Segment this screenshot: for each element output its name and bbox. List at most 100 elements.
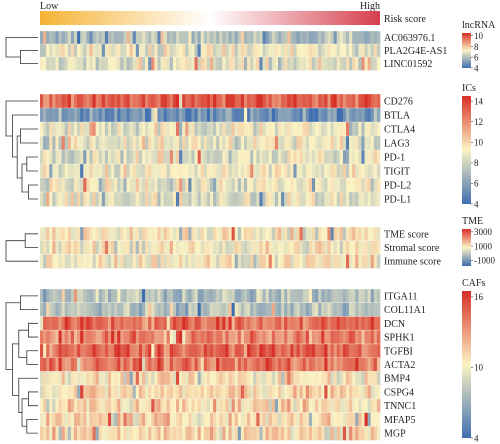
heatmap-cell — [342, 192, 347, 207]
heatmap-cell — [327, 371, 331, 386]
heatmap-cell — [169, 385, 174, 400]
heatmap-cell — [89, 150, 93, 165]
legend-tick-label: 4 — [474, 433, 479, 443]
heatmap-cell — [160, 31, 164, 45]
heatmap-cell — [268, 240, 273, 255]
heatmap-cell — [312, 412, 316, 427]
heatmap-cell — [240, 136, 245, 151]
heatmap-cell — [191, 289, 195, 304]
heatmap-cell — [92, 57, 96, 71]
heatmap-cell — [312, 122, 316, 137]
heatmap-cell — [194, 398, 198, 413]
heatmap-cell — [40, 150, 44, 165]
heatmap-cell — [333, 150, 338, 165]
heatmap-cell — [271, 371, 276, 386]
heatmap-cell — [312, 371, 316, 386]
heatmap-cell — [367, 150, 372, 165]
heatmap-cell — [185, 412, 189, 427]
heatmap-cell — [49, 94, 53, 109]
heatmap-cell — [176, 108, 180, 123]
heatmap-cell — [367, 227, 372, 242]
heatmap-cell — [364, 164, 368, 179]
heatmap-cell — [46, 371, 50, 386]
heatmap-cell — [132, 227, 137, 242]
heatmap-cell — [206, 412, 211, 427]
heatmap-cell — [256, 371, 260, 386]
heatmap-cell — [355, 316, 359, 331]
heatmap-cell — [346, 343, 350, 358]
heatmap-cell — [210, 371, 214, 386]
heatmap-cell — [219, 371, 223, 386]
heatmap-cell — [336, 302, 341, 317]
heatmap-cell — [179, 357, 183, 372]
heatmap-cell — [194, 44, 198, 58]
heatmap-cell — [64, 240, 69, 255]
heatmap-cell — [216, 240, 220, 255]
heatmap-cell — [123, 57, 127, 71]
heatmap-cell — [132, 302, 137, 317]
heatmap-cell — [169, 357, 174, 372]
legend-tick-label: -1000 — [474, 256, 495, 266]
heatmap-cell — [234, 164, 239, 179]
heatmap-cell — [86, 44, 90, 58]
heatmap-cell — [203, 164, 208, 179]
row-label: PD-L2 — [384, 181, 411, 192]
heatmap-cell — [135, 136, 140, 151]
heatmap-cell — [101, 31, 106, 45]
heatmap-cell — [339, 254, 344, 269]
heatmap-cell — [185, 289, 189, 304]
heatmap-cell — [129, 94, 134, 109]
heatmap-cell — [240, 227, 245, 242]
heatmap-cell — [278, 192, 282, 207]
heatmap-cell — [61, 426, 66, 441]
heatmap-cell — [240, 357, 245, 372]
heatmap-cell — [237, 343, 242, 358]
heatmap-cell — [284, 31, 288, 45]
heatmap-cell — [330, 426, 334, 441]
heatmap-cell — [358, 357, 362, 372]
heatmap-cell — [349, 240, 353, 255]
heatmap-cell — [333, 44, 338, 58]
heatmap-cell — [296, 192, 300, 207]
heatmap-cell — [206, 164, 211, 179]
heatmap-cell — [247, 31, 251, 45]
heatmap-cell — [373, 316, 378, 331]
heatmap-cell — [40, 426, 44, 441]
heatmap-cell — [234, 289, 239, 304]
heatmap-cell — [86, 136, 90, 151]
heatmap-cell — [213, 426, 217, 441]
heatmap-cell — [132, 343, 137, 358]
heatmap-cell — [327, 412, 331, 427]
heatmap-cell — [349, 178, 353, 193]
heatmap-cell — [265, 385, 270, 400]
heatmap-cell — [336, 164, 341, 179]
heatmap-cell — [52, 330, 56, 345]
heatmap-cell — [129, 122, 134, 137]
heatmap-cell — [336, 316, 341, 331]
heatmap-cell — [281, 44, 285, 58]
heatmap-cell — [240, 178, 245, 193]
heatmap-cell — [163, 371, 168, 386]
heatmap-cell — [370, 94, 375, 109]
heatmap-cell — [111, 136, 115, 151]
heatmap-cell — [157, 150, 161, 165]
heatmap-cell — [104, 302, 109, 317]
heatmap-cell — [296, 31, 300, 45]
heatmap-cell — [210, 44, 214, 58]
heatmap-cell — [138, 412, 143, 427]
heatmap-cell — [330, 398, 334, 413]
heatmap-cell — [265, 192, 270, 207]
heatmap-cell — [123, 192, 127, 207]
heatmap-cell — [46, 44, 50, 58]
heatmap-cell — [290, 108, 294, 123]
heatmap-cell — [336, 122, 341, 137]
heatmap-cell — [237, 31, 242, 45]
heatmap-cell — [305, 330, 310, 345]
heatmap-cell — [169, 122, 174, 137]
heatmap-cell — [312, 94, 316, 109]
heatmap-cell — [80, 136, 84, 151]
heatmap-cell — [135, 94, 140, 109]
heatmap-cell — [358, 192, 362, 207]
heatmap-cell — [172, 254, 177, 269]
heatmap-cell — [135, 254, 140, 269]
